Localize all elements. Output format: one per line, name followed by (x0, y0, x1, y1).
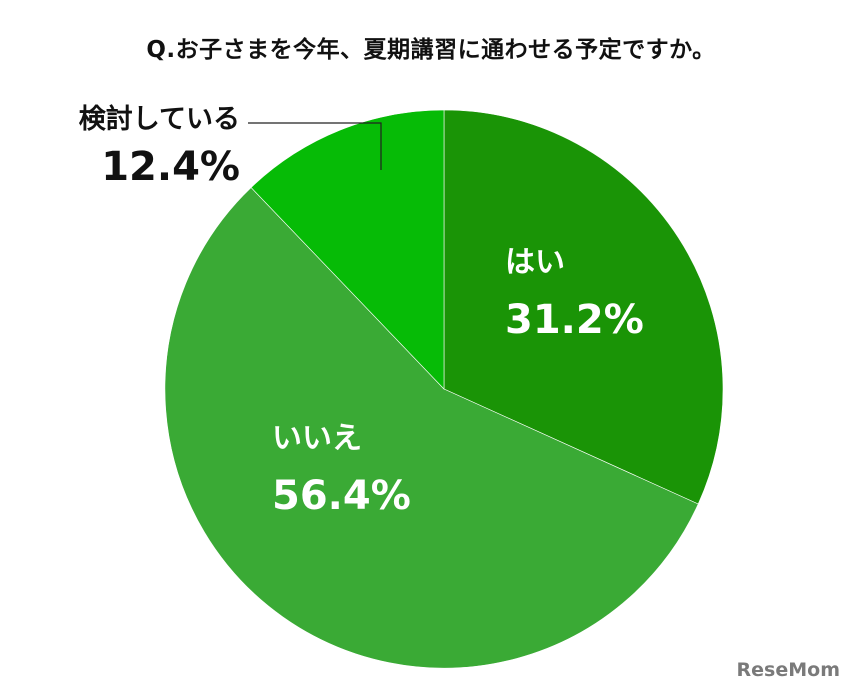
slice-kento (250, 109, 445, 390)
label-hai: はい 31.2% (505, 245, 644, 343)
label-kento: 検討している 12.4% (40, 106, 240, 187)
label-hai-pct: 31.2% (505, 297, 644, 343)
label-kento-name: 検討している (78, 104, 240, 135)
slice-iie (164, 187, 699, 669)
slice-hai (443, 109, 724, 505)
label-kento-pct: 12.4% (101, 144, 240, 190)
label-iie: いいえ 56.4% (272, 421, 411, 519)
leader-line (248, 122, 382, 170)
chart-title: Q.お子さまを今年、夏期講習に通わせる予定ですか。 (146, 37, 716, 63)
label-hai-name: はい (505, 245, 565, 280)
resemom-logo: ReseMom (736, 659, 840, 681)
label-iie-name: いいえ (272, 421, 362, 456)
label-iie-pct: 56.4% (272, 473, 411, 519)
